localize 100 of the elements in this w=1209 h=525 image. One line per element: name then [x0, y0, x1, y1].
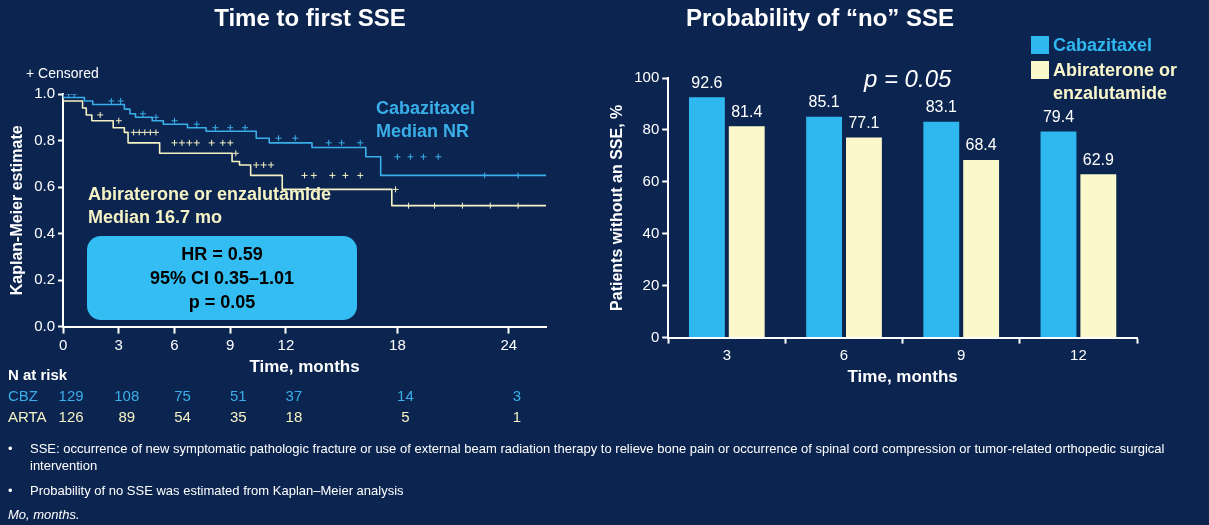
bar	[1040, 131, 1077, 338]
text: 5	[401, 407, 410, 425]
point	[146, 128, 154, 136]
text: Mo, months.	[8, 507, 81, 522]
x-tick-label: 9	[957, 345, 966, 363]
text: ARTA	[8, 407, 47, 425]
point	[107, 97, 115, 105]
text: 1	[512, 407, 522, 425]
x-tick-label: 12	[1070, 345, 1087, 363]
bar	[688, 97, 725, 338]
point	[226, 139, 234, 147]
point	[419, 153, 427, 161]
data-label: 77.1	[848, 113, 880, 131]
point	[260, 161, 268, 169]
data-label: 68.4	[965, 136, 997, 154]
point	[139, 110, 147, 118]
text: 126	[58, 407, 84, 425]
text: 54	[174, 407, 191, 425]
point	[275, 134, 283, 142]
y-tick-label: 0.8	[34, 130, 56, 148]
x-tick-label: 0	[58, 335, 68, 353]
point	[392, 185, 400, 193]
series-label: Abiraterone or enzalutamide	[88, 184, 332, 205]
bar	[1080, 174, 1117, 338]
text: 37	[285, 386, 303, 404]
x-tick-label: 9	[226, 335, 235, 353]
point	[406, 153, 414, 161]
point	[193, 120, 201, 128]
point	[291, 134, 299, 142]
point	[241, 124, 249, 132]
rounded-box: HR = 0.59 95% CI 0.35–1.01 p = 0.05	[87, 236, 357, 320]
text: N at risk	[8, 365, 68, 383]
text: + Censored	[26, 65, 99, 81]
text: SSE: occurrence of new symptomatic pathologic fracture or use of external beam radiation therapy to relieve bone pain or occurrence of spinal cord compression or tumor-related orthopedic surgical intervention	[30, 440, 1166, 474]
data-label: 62.9	[1082, 150, 1114, 168]
point	[171, 139, 178, 147]
annotation: Median 16.7 mo	[88, 207, 223, 228]
point	[301, 171, 309, 179]
bar	[963, 160, 1000, 338]
point	[208, 139, 216, 147]
y-tick-label: 60	[642, 171, 660, 189]
point	[252, 161, 260, 169]
point	[328, 171, 336, 179]
text: 108	[114, 386, 140, 404]
text: •	[8, 482, 14, 499]
data-label: 83.1	[925, 98, 957, 116]
bar	[923, 121, 960, 338]
point	[219, 139, 227, 147]
data-label: 92.6	[691, 73, 723, 91]
annotation: 95% CI 0.35–1.01	[148, 267, 296, 290]
text: •	[8, 440, 14, 458]
annotation: p = 0.05	[187, 291, 257, 314]
y-tick-label: 0.0	[34, 316, 56, 334]
x-axis-title: Time, months	[847, 367, 958, 387]
text: 18	[285, 407, 303, 425]
point	[152, 128, 160, 136]
point	[135, 128, 143, 136]
text: 51	[229, 386, 247, 404]
x-axis-title: Time, months	[249, 357, 360, 377]
y-tick-label: 80	[642, 120, 660, 138]
annotation: p = 0.05	[862, 64, 952, 92]
point	[115, 117, 123, 125]
text: 75	[174, 386, 191, 404]
point	[232, 149, 240, 157]
annotation: HR = 0.59	[180, 243, 264, 266]
legend-label: Abiraterone or enzalutamide	[1053, 59, 1179, 105]
y-tick-label: 0.4	[34, 223, 56, 241]
y-tick-label: 1.0	[34, 84, 56, 102]
bar	[846, 137, 882, 338]
point	[96, 111, 104, 119]
bar	[728, 126, 765, 338]
legend-label: Cabazitaxel	[1053, 34, 1153, 57]
y-axis-title: Kaplan-Meier estimate	[8, 125, 26, 296]
data-label: 79.4	[1042, 107, 1075, 125]
x-tick-label: 3	[722, 345, 731, 363]
point	[152, 113, 160, 121]
point	[341, 171, 349, 179]
point	[178, 139, 186, 147]
bar	[806, 116, 843, 338]
x-tick-label: 18	[389, 335, 406, 353]
chart-title: Time to first SSE	[213, 4, 407, 32]
y-tick-label: 20	[642, 275, 660, 293]
point	[267, 161, 275, 169]
chart-title: Probability of “no” SSE	[685, 4, 955, 32]
annotation: Median NR	[376, 121, 470, 141]
text: 3	[512, 386, 522, 404]
text: Probability of no SSE was estimated from Kaplan–Meier analysis	[30, 482, 404, 499]
x-tick-label: 6	[839, 345, 849, 363]
y-tick-label: 40	[642, 223, 660, 241]
y-tick-label: 100	[634, 68, 660, 86]
x-tick-label: 24	[500, 335, 518, 353]
y-tick-label: 0.2	[34, 270, 56, 288]
point	[310, 171, 318, 179]
point	[117, 97, 125, 105]
point	[325, 139, 333, 147]
x-tick-label: 3	[114, 335, 123, 353]
point	[185, 139, 193, 147]
y-axis-title: Patients without an SSE, %	[608, 104, 626, 311]
data-label: 85.1	[808, 93, 840, 111]
y-tick-label: 0.6	[34, 177, 56, 195]
